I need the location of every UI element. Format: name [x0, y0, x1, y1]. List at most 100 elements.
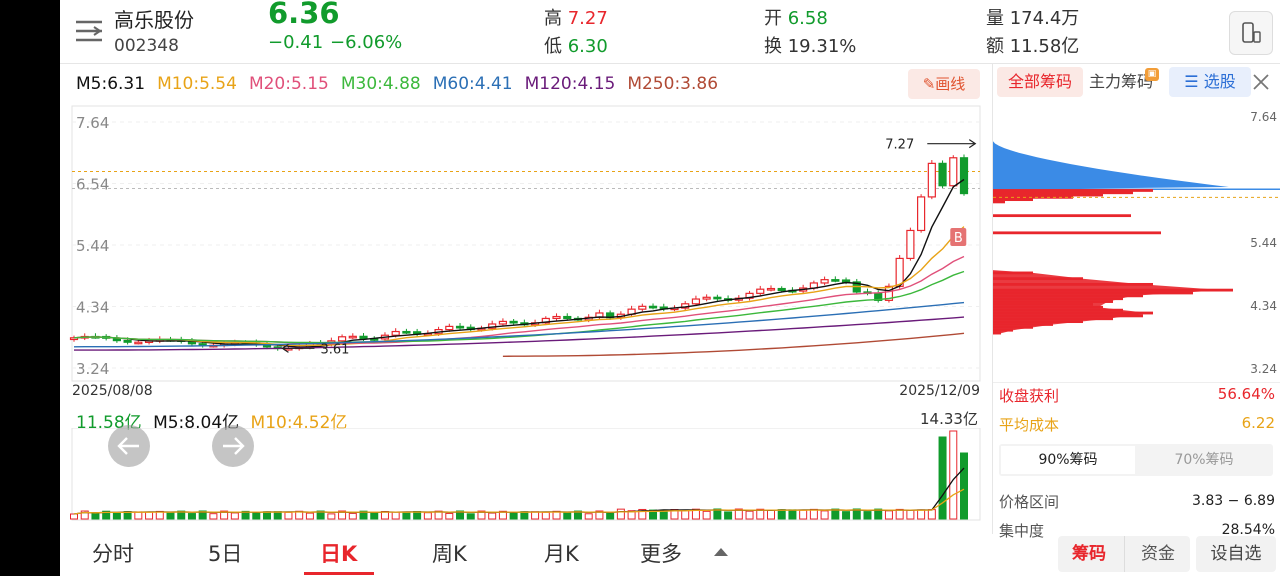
- tab-3[interactable]: 周K: [432, 542, 467, 566]
- buy-badge[interactable]: [950, 228, 967, 247]
- volume-bar: [584, 513, 593, 520]
- candle: [756, 288, 765, 294]
- high-label: 高: [544, 8, 562, 29]
- price-change-pct: −6.06%: [330, 32, 403, 53]
- concentration-value: 28.54%: [1221, 522, 1275, 538]
- volume-bar: [691, 508, 700, 520]
- tab-2[interactable]: 日K: [320, 542, 358, 566]
- volume-bar: [724, 511, 733, 520]
- buy-badge-label: B: [954, 231, 963, 246]
- volume-bar: [145, 511, 154, 520]
- volume-bar: [563, 512, 572, 520]
- low-value: 6.30: [567, 36, 608, 57]
- volume-frame: [71, 428, 981, 521]
- bottom-tab-bar: 分时 5日 日K 周K 月K 更多: [60, 528, 1050, 576]
- menu-icon[interactable]: [74, 18, 104, 44]
- add-watchlist-button[interactable]: 设自选: [1196, 536, 1276, 572]
- ma-long-line: [73, 301, 965, 348]
- candle: [745, 292, 754, 299]
- volume-bar: [799, 509, 808, 520]
- avg-cost-value: 6.22: [1241, 414, 1275, 432]
- more-caret-icon[interactable]: [714, 548, 728, 556]
- volume-bar: [112, 512, 121, 520]
- header-divider: [60, 63, 1280, 64]
- ratio-tab-70[interactable]: 70%筹码: [1174, 452, 1234, 468]
- amount-label: 额: [986, 36, 1004, 57]
- volume-chart[interactable]: [60, 428, 990, 523]
- volume-bar: [713, 508, 722, 520]
- candle: [702, 296, 711, 300]
- volume-ma-line: [73, 488, 965, 515]
- candle: [134, 341, 143, 345]
- close-icon[interactable]: [1251, 72, 1271, 92]
- rotate-icon: [1242, 22, 1261, 43]
- open-value: 6.58: [787, 8, 828, 29]
- avg-cost-label: 平均成本: [999, 416, 1060, 434]
- ma-long-line: [74, 316, 965, 351]
- kline-chart[interactable]: 7.64 6.54 5.44 4.34 3.24 7.27 3.61 B 2025/08/08 2…: [60, 100, 990, 400]
- volume-bar: [456, 510, 465, 520]
- candle: [552, 315, 561, 320]
- volume-bar: [187, 513, 196, 520]
- ma-line: [73, 226, 965, 347]
- low-label: 低: [544, 36, 562, 57]
- candle: [927, 162, 936, 198]
- candle: [391, 330, 400, 336]
- current-price: 6.36: [268, 0, 340, 30]
- volume-bar: [434, 510, 443, 520]
- chip-bar: [993, 231, 1161, 235]
- volume-bar: [831, 508, 840, 520]
- chip-tab-all[interactable]: 全部筹码: [997, 67, 1083, 97]
- ma-long-line: [502, 332, 965, 357]
- volume-bar: [402, 511, 411, 520]
- candle: [638, 305, 647, 310]
- draw-line-label: 画线: [935, 75, 966, 93]
- candle: [713, 296, 722, 300]
- chip-distribution-chart: 7.64 5.44 4.34 3.24: [993, 110, 1280, 376]
- volume-bar: [80, 510, 89, 520]
- volume-bar: [177, 510, 186, 520]
- tab-1[interactable]: 5日: [208, 542, 243, 566]
- chip-tab-main[interactable]: 主力筹码 ▣: [1089, 67, 1181, 97]
- volume-bar: [273, 511, 282, 520]
- candle: [766, 287, 776, 291]
- volume-bar: [316, 510, 325, 520]
- tab-5[interactable]: 更多: [640, 542, 682, 566]
- low-arrow-head: [281, 343, 289, 353]
- landscape-toggle-button[interactable]: [1229, 11, 1273, 55]
- volume-stat: 量 174.4万: [986, 4, 1079, 30]
- open-stat: 开 6.58: [764, 4, 828, 30]
- chip-tab-select[interactable]: ☰ 选股: [1169, 67, 1251, 97]
- candle: [959, 157, 969, 195]
- tab-4[interactable]: 月K: [544, 542, 579, 566]
- volume-bar: [606, 512, 615, 520]
- chip-ratio-toggle: 90%筹码 70%筹码: [999, 444, 1273, 476]
- volume-bar: [638, 508, 647, 520]
- candle: [402, 330, 411, 334]
- price-range-value: 3.83 − 6.89: [1192, 493, 1275, 509]
- ratio-tab-90[interactable]: 90%筹码: [1001, 446, 1135, 474]
- volume-bar: [766, 509, 775, 520]
- volume-bar: [166, 512, 175, 520]
- volume-bar: [927, 509, 936, 520]
- fund-button[interactable]: 资金: [1124, 536, 1191, 572]
- ma-legend-item: M20:5.15: [248, 74, 329, 94]
- concentration-label: 集中度: [999, 522, 1045, 540]
- tab-0[interactable]: 分时: [92, 542, 134, 566]
- scroll-right-button[interactable]: [212, 425, 254, 467]
- active-tab-underline: [304, 572, 374, 575]
- volume-bar: [445, 512, 454, 520]
- volume-label: 量: [986, 8, 1004, 29]
- volume-bar: [220, 510, 229, 520]
- ma-legend-item: M60:4.41: [432, 74, 513, 94]
- volume-bar: [466, 513, 475, 520]
- scroll-left-button[interactable]: [108, 425, 150, 467]
- volume-bar: [842, 511, 851, 520]
- volume-bar: [70, 513, 78, 520]
- stock-detail-screen: 高乐股份 002348 6.36 −0.41 −6.06% 高 7.27 低 6…: [60, 0, 1280, 576]
- turnover-label: 换: [764, 36, 782, 57]
- chip-divider: [993, 382, 1280, 383]
- chip-profit-blob: [993, 141, 1229, 190]
- arrow-left-icon: [117, 437, 139, 455]
- draw-line-button[interactable]: ✎画线: [908, 69, 980, 99]
